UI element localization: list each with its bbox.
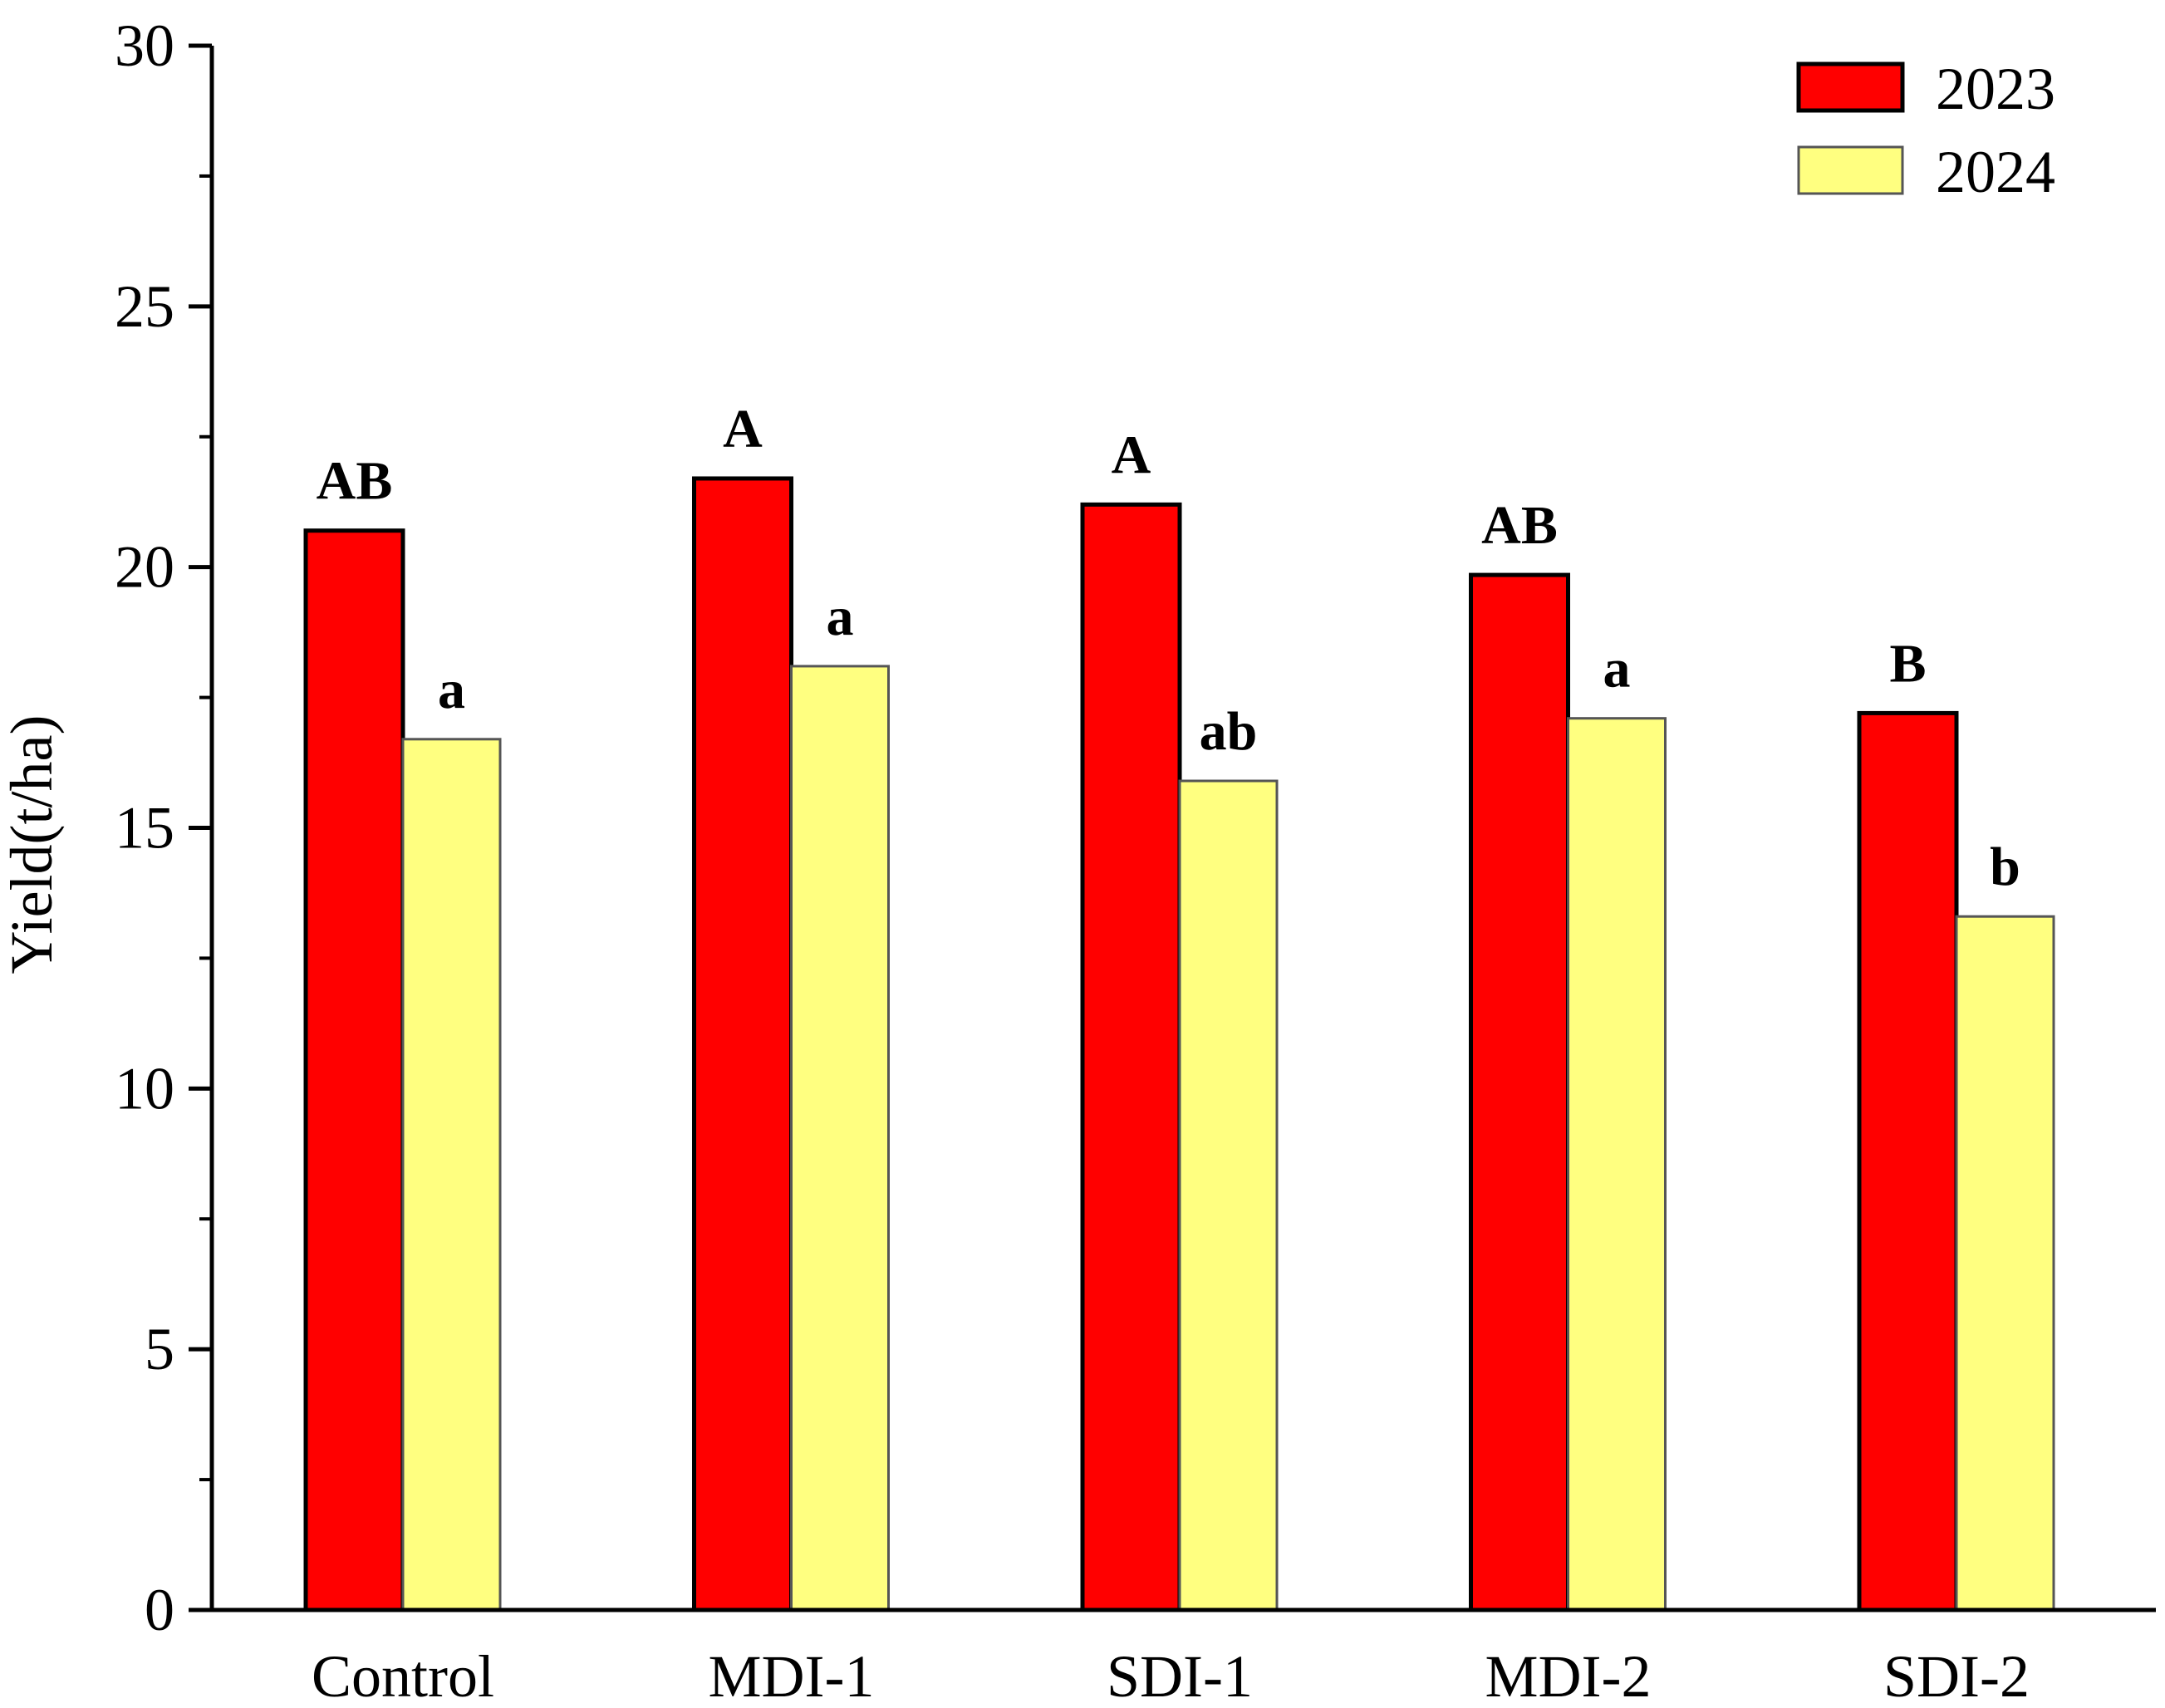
sig-label-2023-Control: AB xyxy=(317,451,393,512)
bar-2024-Control xyxy=(401,738,502,1612)
legend-label-2024: 2024 xyxy=(1936,139,2055,205)
bar-2023-SDI-1 xyxy=(1080,502,1182,1612)
y-axis-title: Yield(t/ha) xyxy=(0,715,65,974)
bar-2023-MDI-2 xyxy=(1469,572,1570,1612)
sig-label-2024-SDI-1: ab xyxy=(1200,701,1258,762)
bar-2024-MDI-2 xyxy=(1567,717,1667,1612)
legend: 2023 2024 xyxy=(1796,56,2055,205)
y-tick-label: 0 xyxy=(145,1577,174,1643)
bar-2024-MDI-1 xyxy=(790,665,890,1612)
legend-swatch-2024 xyxy=(1797,145,1904,195)
legend-swatch-2023 xyxy=(1796,61,1905,113)
sig-label-2024-MDI-1: a xyxy=(827,587,854,647)
y-ticks-layer: 0 5 10 15 20 25 30 xyxy=(115,12,212,1643)
x-tick-labels-layer: Control MDI-1 SDI-1 MDI-2 SDI-2 xyxy=(312,1643,2030,1708)
bar-2023-Control xyxy=(303,528,405,1612)
y-tick-label: 30 xyxy=(115,12,174,79)
x-tick-label: MDI-2 xyxy=(1485,1643,1652,1708)
y-tick-label: 25 xyxy=(115,273,174,340)
sig-label-2024-Control: a xyxy=(438,660,465,720)
sig-label-2023-MDI-1: A xyxy=(723,399,763,459)
legend-label-2023: 2023 xyxy=(1936,56,2055,122)
significance-labels-layer: AB a Aa Aab AB a Bb xyxy=(317,399,2020,897)
x-tick-label: Control xyxy=(312,1643,494,1708)
y-tick-label: 20 xyxy=(115,534,174,601)
bar-2023-MDI-1 xyxy=(692,476,793,1612)
sig-label-2023-SDI-2: B xyxy=(1889,633,1926,694)
y-tick-label: 10 xyxy=(115,1055,174,1121)
x-tick-label: MDI-1 xyxy=(709,1643,875,1708)
y-tick-label: 5 xyxy=(145,1316,174,1382)
bars-layer xyxy=(303,476,2055,1612)
sig-label-2024-MDI-2: a xyxy=(1603,639,1631,699)
bar-2023-SDI-2 xyxy=(1857,710,1959,1612)
bar-2024-SDI-1 xyxy=(1178,779,1279,1612)
x-tick-label: SDI-1 xyxy=(1107,1643,1253,1708)
y-tick-label: 15 xyxy=(115,795,174,861)
bar-2024-SDI-2 xyxy=(1955,915,2055,1612)
sig-label-2023-SDI-1: A xyxy=(1112,425,1151,485)
x-tick-label: SDI-2 xyxy=(1883,1643,2030,1708)
sig-label-2023-MDI-2: AB xyxy=(1481,495,1558,556)
sig-label-2024-SDI-2: b xyxy=(1990,837,2020,897)
